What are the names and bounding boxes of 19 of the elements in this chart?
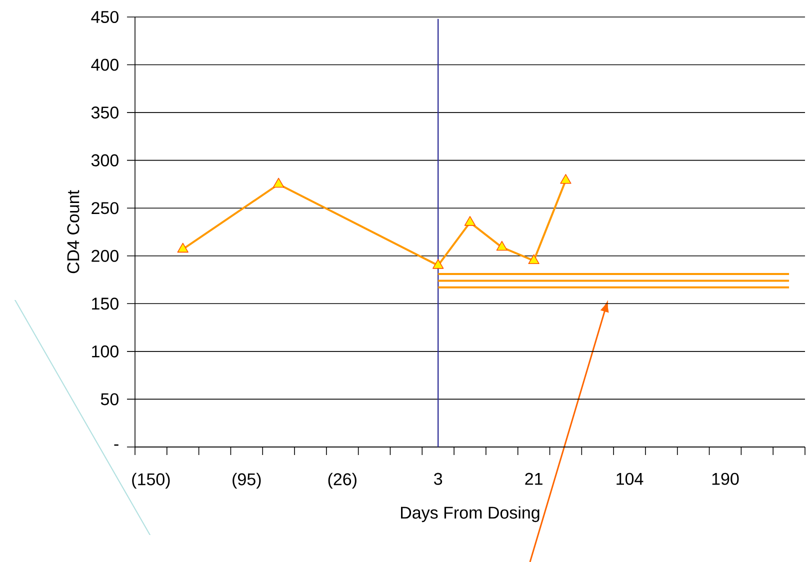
x-tick-label: 104: [616, 472, 644, 485]
y-axis-title: CD4 Count: [67, 190, 80, 274]
x-axis-title: Days From Dosing: [401, 506, 540, 522]
x-tick-label: 3: [434, 472, 442, 485]
y-tick-label: 50: [100, 393, 118, 406]
y-tick-label: 450: [91, 10, 118, 24]
y-tick-label: 300: [91, 154, 118, 166]
y-tick-label: -: [114, 444, 118, 446]
x-tick-label: (95): [232, 472, 261, 489]
y-tick-label: 350: [91, 106, 118, 119]
y-tick-label: 150: [92, 298, 118, 310]
y-tick-label: 400: [91, 58, 118, 71]
x-tick-label: (150): [132, 472, 170, 489]
y-tick-label: 250: [92, 202, 118, 214]
x-tick-label: (26): [328, 472, 356, 489]
y-tick-label: 200: [92, 250, 118, 262]
x-tick-label: 190: [712, 472, 739, 485]
y-tick-label: 100: [92, 345, 118, 358]
x-tick-label: 21: [525, 472, 542, 485]
